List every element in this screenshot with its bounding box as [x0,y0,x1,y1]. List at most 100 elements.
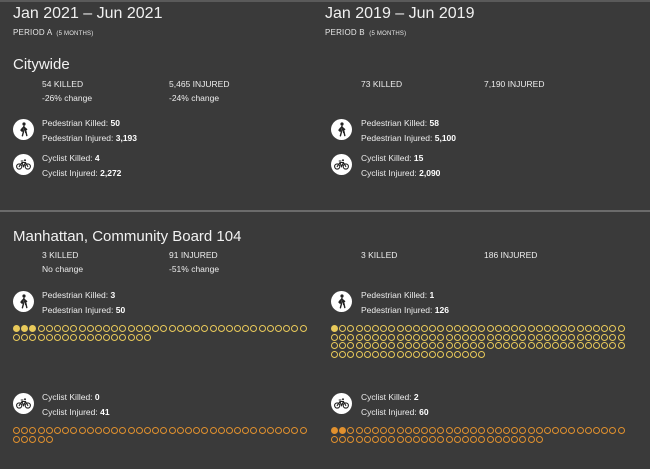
pedestrian-injured-dot [462,350,469,358]
bicycle-icon [331,393,352,414]
cyclist-injured-dot [184,427,192,434]
cyc-killed-label: Cyclist Killed: [42,153,93,163]
cyclist-injured-dot [119,427,127,434]
citywide-a-killed: 54 KILLED [42,79,84,89]
cyclist-injured-dot [511,427,519,434]
pedestrian-injured-dot [568,342,576,350]
cyclist-injured-dot [527,435,535,443]
pedestrian-injured-dot [347,342,355,350]
pedestrian-injured-dot [388,325,396,332]
cyclist-injured-dot [371,435,379,443]
pedestrian-injured-dot [234,325,242,332]
cyclist-injured-dot [217,427,225,434]
pedestrian-injured-dot [111,325,119,332]
cyclist-injured-dot [347,427,355,434]
pedestrian-injured-dot [502,325,510,332]
pedestrian-injured-dot [453,325,461,332]
ped-injured-label: Pedestrian Injured: [361,133,433,143]
cyclist-injured-dot [347,435,355,443]
ped-injured-value: 50 [115,305,126,315]
pedestrian-injured-dot [404,350,412,358]
cyclist-injured-dot [478,435,486,443]
cyclist-injured-dot [29,427,37,434]
pedestrian-injured-dot [363,325,371,332]
pedestrian-injured-dot [609,325,617,332]
pedestrian-injured-dot [535,333,543,341]
pedestrian-injured-dot [371,325,379,332]
cyclist-dot-grid-b [331,427,631,444]
cyclist-injured-dot [355,427,363,434]
ped-injured-value: 5,100 [434,133,457,143]
cyclist-injured-dot [412,427,420,434]
citywide-b-ped-injured: Pedestrian Injured: 5,100 [361,131,456,146]
cyclist-injured-dot [462,427,469,434]
cyclist-injured-dot [45,435,53,443]
ped-killed-label: Pedestrian Killed: [42,290,109,300]
cyclist-injured-dot [331,435,338,443]
pedestrian-injured-dot [62,333,70,341]
pedestrian-injured-dot [331,333,338,341]
period-a-name: PERIOD A [13,28,52,37]
cyclist-killed-dot [339,427,347,434]
pedestrian-injured-dot [380,342,388,350]
pedestrian-injured-dot [412,350,420,358]
cyclist-injured-dot [152,427,160,434]
pedestrian-killed-dot [331,325,338,332]
cyclist-injured-dot [275,427,282,434]
pedestrian-injured-dot [617,325,625,332]
pedestrian-injured-dot [601,342,609,350]
pedestrian-injured-dot [609,342,617,350]
pedestrian-injured-dot [478,342,486,350]
pedestrian-injured-dot [404,333,412,341]
pedestrian-injured-dot [160,325,168,332]
pedestrian-injured-dot [445,350,453,358]
cyclist-injured-dot [21,427,29,434]
pedestrian-killed-dot [13,325,20,332]
pedestrian-injured-dot [593,333,600,341]
pedestrian-injured-dot [593,342,600,350]
pedestrian-injured-dot [127,333,135,341]
cyclist-injured-dot [396,435,404,443]
cyclist-injured-dot [266,427,274,434]
bicycle-icon [13,154,34,175]
cyclist-injured-dot [494,427,502,434]
cyclist-injured-dot [421,427,429,434]
cb104-b-ped-killed: Pedestrian Killed: 1 [361,288,434,303]
pedestrian-injured-dot [144,325,151,332]
cyc-injured-label: Cyclist Injured: [361,407,417,417]
ped-killed-value: 58 [429,118,439,128]
cyclist-injured-dot [519,427,527,434]
walking-person-icon [13,291,34,312]
cyclist-injured-dot [371,427,379,434]
pedestrian-injured-dot [421,333,429,341]
pedestrian-injured-dot [552,325,560,332]
pedestrian-injured-dot [470,325,478,332]
cyclist-injured-dot [144,427,151,434]
period-a-months: (5 MONTHS) [56,31,94,37]
pedestrian-injured-dot [511,325,519,332]
cyclist-injured-dot [363,435,371,443]
pedestrian-injured-dot [184,325,192,332]
pedestrian-dot-grid-b [331,325,631,359]
pedestrian-injured-dot [617,342,625,350]
pedestrian-injured-dot [250,325,258,332]
walking-person-icon [331,119,352,140]
cyclist-injured-dot [78,427,86,434]
pedestrian-injured-dot [119,333,127,341]
pedestrian-injured-dot [258,325,266,332]
cyclist-injured-dot [234,427,242,434]
pedestrian-injured-dot [486,333,494,341]
pedestrian-injured-dot [527,342,535,350]
cyclist-injured-dot [494,435,502,443]
cyclist-injured-dot [283,427,291,434]
pedestrian-injured-dot [576,333,584,341]
cyclist-injured-dot [462,435,469,443]
pedestrian-injured-dot [371,350,379,358]
cyclist-injured-dot [470,427,478,434]
cyclist-killed-dot [331,427,338,434]
pedestrian-injured-dot [584,333,592,341]
pedestrian-injured-dot [119,325,127,332]
cyclist-injured-dot [355,435,363,443]
pedestrian-injured-dot [29,333,37,341]
citywide-b-injured: 7,190 INJURED [484,79,545,89]
